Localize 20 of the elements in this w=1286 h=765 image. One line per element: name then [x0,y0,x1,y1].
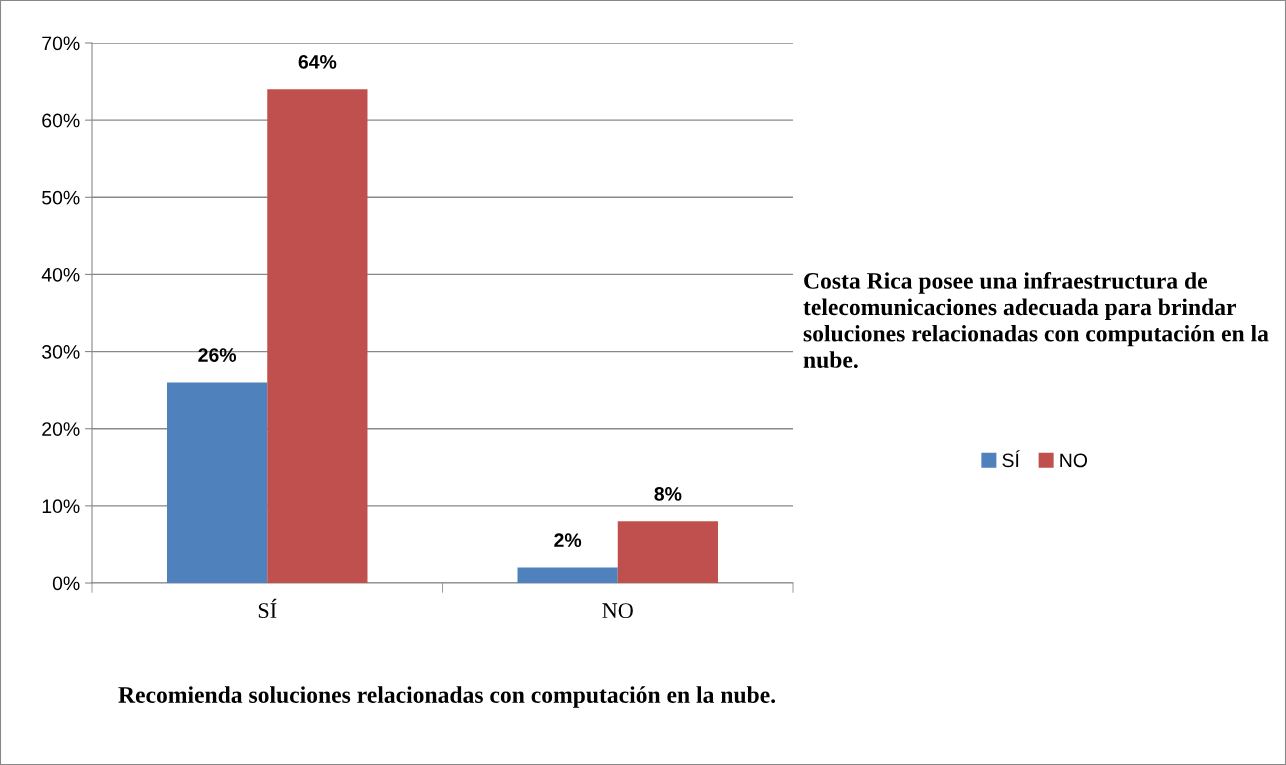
data-label: 8% [654,487,682,501]
y-tick-label: 60% [42,113,80,128]
y-tick-label: 40% [41,267,80,282]
legend-label: SÍ [1002,450,1020,468]
legend-label: NO [1060,453,1088,468]
data-label: 64% [298,55,337,69]
bar [617,521,718,583]
y-tick-label: 30% [42,345,80,359]
data-label: 2% [554,533,582,548]
bar [167,382,268,583]
bar [267,89,368,583]
y-tick-label: 70% [42,36,80,51]
y-tick-label: 50% [42,190,80,205]
y-tick-label: 10% [42,499,80,514]
y-tick-label: 0% [52,576,80,591]
data-label: 26% [198,348,237,362]
bar [517,567,618,583]
x-axis-title: Recomienda soluciones relacionadas con computación en la nube. [118,686,776,708]
y-tick-label: 20% [42,422,80,436]
text: Costa Rica posee una infraestructura de telecomunicaciones adecuada para brindar soluciones relacionadas con computación en la nube. [803,272,1269,368]
